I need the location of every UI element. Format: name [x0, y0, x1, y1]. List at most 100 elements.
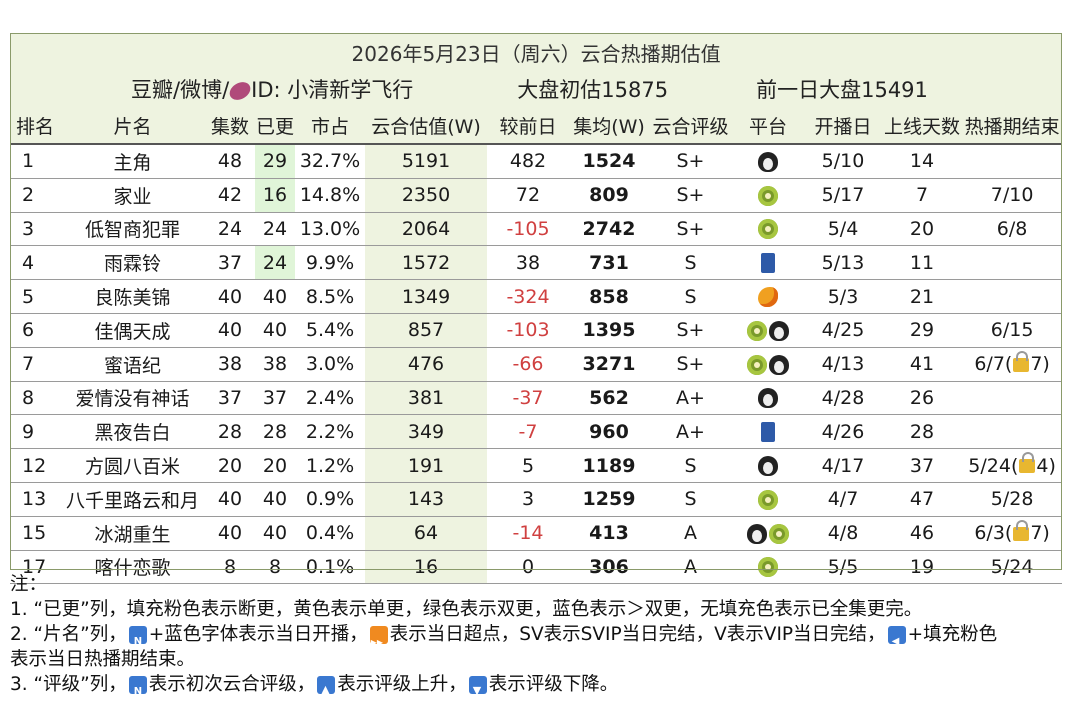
end-cell: 7/10	[962, 178, 1063, 213]
platform-cell	[732, 313, 804, 348]
aired-cell: 16	[255, 178, 295, 213]
lock-icon	[1013, 350, 1030, 372]
delta-cell: -37	[487, 381, 569, 416]
column-header: 热播期结束	[962, 107, 1063, 145]
episodes-cell: 38	[205, 347, 255, 382]
value-cell: 476	[365, 347, 487, 382]
aired-cell: 40	[255, 313, 295, 348]
platform-cell	[732, 482, 804, 517]
title-cell: 方圆八百米	[60, 448, 205, 483]
days-cell: 46	[882, 516, 962, 551]
table-row: 6 佳偶天成 40 40 5.4% 857 -103 1395 S+ 4/25 29 6/15	[10, 313, 1063, 348]
rank-cell: 12	[10, 448, 60, 483]
value-cell: 16	[365, 550, 487, 585]
platform-cell	[732, 212, 804, 247]
title-cell: 八千里路云和月	[60, 482, 205, 517]
episodes-cell: 40	[205, 313, 255, 348]
end-cell: 6/7(7)	[962, 347, 1063, 382]
table-row: 3 低智商犯罪 24 24 13.0% 2064 -105 2742 S+ 5/4 20 6/8	[10, 212, 1063, 247]
days-cell: 41	[882, 347, 962, 382]
avg-cell: 562	[569, 381, 649, 416]
rating-cell: S	[649, 279, 732, 314]
delta-cell: 0	[487, 550, 569, 585]
jeans-icon	[761, 253, 775, 274]
notes-section: 注： 1. “已更”列，填充粉色表示断更，黄色表示单更，绿色表示双更，蓝色表示＞…	[10, 572, 1070, 704]
title-cell: 良陈美锦	[60, 279, 205, 314]
delta-cell: -7	[487, 414, 569, 450]
penguin-icon	[758, 456, 778, 477]
aired-cell: 40	[255, 279, 295, 314]
ratings-table: 2026年5月23日（周六）云合热播期估值 豆瓣/微博/ID: 小清新学飞行 大…	[10, 33, 1063, 585]
share-cell: 2.2%	[295, 414, 365, 450]
episodes-cell: 40	[205, 516, 255, 551]
rating-cell: A	[649, 516, 732, 551]
share-cell: 0.1%	[295, 550, 365, 585]
rating-cell: S	[649, 448, 732, 483]
platform-cell	[732, 178, 804, 213]
kiwi-icon	[769, 523, 789, 544]
rating-cell: A	[649, 550, 732, 585]
days-cell: 7	[882, 178, 962, 213]
start-cell: 4/8	[804, 516, 882, 551]
sheet-subtitle: 豆瓣/微博/ID: 小清新学飞行 大盘初估15875 前一日大盘15491	[10, 71, 1063, 107]
value-cell: 5191	[365, 144, 487, 179]
rank-cell: 3	[10, 212, 60, 247]
column-header: 市占	[295, 107, 365, 145]
note-3: 3. “评级”列，表示初次云合评级，表示评级上升，表示评级下降。	[10, 672, 1070, 704]
share-cell: 0.4%	[295, 516, 365, 551]
aired-cell: 40	[255, 516, 295, 551]
rank-cell: 1	[10, 144, 60, 179]
share-cell: 8.5%	[295, 279, 365, 314]
delta-cell: -324	[487, 279, 569, 314]
kiwi-icon	[747, 320, 767, 341]
value-cell: 349	[365, 414, 487, 450]
rank-cell: 6	[10, 313, 60, 348]
kiwi-icon	[758, 185, 778, 206]
value-cell: 381	[365, 381, 487, 416]
value-cell: 1349	[365, 279, 487, 314]
episodes-cell: 42	[205, 178, 255, 213]
penguin-icon	[758, 151, 778, 172]
end-cell: 6/15	[962, 313, 1063, 348]
rank-cell: 17	[10, 550, 60, 585]
start-cell: 4/17	[804, 448, 882, 483]
delta-cell: 38	[487, 245, 569, 281]
rating-cell: A+	[649, 414, 732, 450]
new-icon	[128, 676, 147, 704]
platform-cell	[732, 414, 804, 450]
avg-cell: 1259	[569, 482, 649, 517]
avg-cell: 3271	[569, 347, 649, 382]
avg-cell: 858	[569, 279, 649, 314]
end-cell	[962, 414, 1063, 450]
end-cell: 6/3(7)	[962, 516, 1063, 551]
avg-cell: 1524	[569, 144, 649, 179]
end-cell	[962, 279, 1063, 314]
days-cell: 19	[882, 550, 962, 585]
end-icon	[887, 626, 906, 654]
start-cell: 5/3	[804, 279, 882, 314]
previous-market: 前一日大盘15491	[756, 78, 928, 102]
episodes-cell: 40	[205, 279, 255, 314]
table-row: 7 蜜语纪 38 38 3.0% 476 -66 3271 S+ 4/13 41 6/7(7)	[10, 347, 1063, 382]
platform-cell	[732, 516, 804, 551]
title-cell: 家业	[60, 178, 205, 213]
delta-cell: 3	[487, 482, 569, 517]
delta-cell: 72	[487, 178, 569, 213]
end-cell: 5/24(4)	[962, 448, 1063, 483]
sheet-title: 2026年5月23日（周六）云合热播期估值	[10, 33, 1063, 71]
column-header: 开播日	[804, 107, 882, 145]
ratings-sheet: 2026年5月23日（周六）云合热播期估值 豆瓣/微博/ID: 小清新学飞行 大…	[10, 33, 1063, 585]
rating-cell: S	[649, 245, 732, 281]
rank-cell: 4	[10, 245, 60, 281]
avg-cell: 306	[569, 550, 649, 585]
rank-cell: 13	[10, 482, 60, 517]
table-row: 8 爱情没有神话 37 37 2.4% 381 -37 562 A+ 4/28 26	[10, 381, 1063, 416]
column-header: 排名	[10, 107, 60, 145]
column-header: 较前日	[487, 107, 569, 145]
title-cell: 雨霖铃	[60, 245, 205, 281]
share-cell: 9.9%	[295, 245, 365, 281]
avg-cell: 960	[569, 414, 649, 450]
avg-cell: 2742	[569, 212, 649, 247]
table-row: 17 喀什恋歌 8 8 0.1% 16 0 306 A 5/5 19 5/24	[10, 550, 1063, 585]
share-cell: 2.4%	[295, 381, 365, 416]
